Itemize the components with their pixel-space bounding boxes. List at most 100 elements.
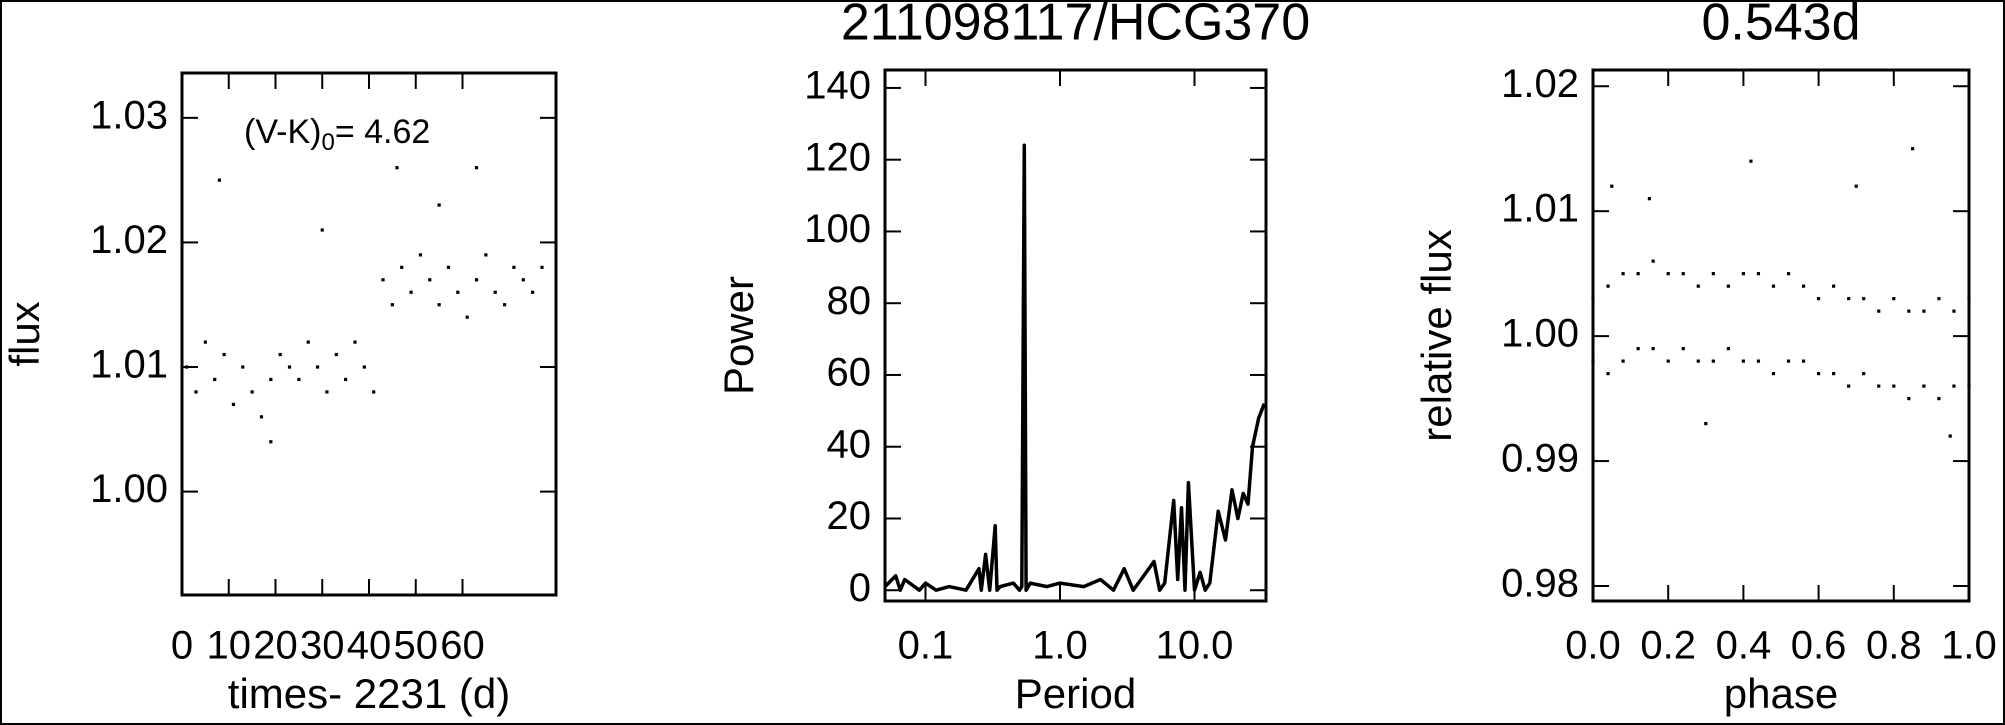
data-point — [1847, 384, 1851, 388]
data-point — [1967, 297, 1971, 301]
data-point — [1877, 384, 1881, 388]
y-tick-label: 1.03 — [90, 93, 168, 137]
x-tick-label: 0.6 — [1791, 624, 1847, 668]
data-point — [287, 365, 292, 369]
data-point — [1591, 359, 1595, 363]
data-point — [1606, 372, 1610, 376]
data-point — [512, 265, 516, 269]
data-point — [241, 365, 245, 369]
data-point — [1771, 284, 1776, 288]
data-point — [1892, 297, 1896, 301]
data-point — [456, 290, 460, 294]
x-tick-label: 0 — [171, 624, 193, 668]
data-point — [395, 166, 399, 170]
data-point — [306, 340, 310, 344]
data-point — [1741, 359, 1745, 363]
data-point — [428, 278, 432, 282]
y-axis-label: relative flux — [1413, 229, 1460, 441]
data-point — [1696, 284, 1700, 288]
panel-title: 211098117/HCG370 — [841, 0, 1310, 52]
data-point — [1651, 347, 1655, 351]
panel-title: 0.543d — [1701, 0, 1860, 52]
data-point — [1847, 297, 1851, 301]
y-tick-label: 1.01 — [1501, 187, 1579, 231]
data-point — [1666, 272, 1670, 276]
data-point — [493, 290, 497, 294]
x-tick-label: 0.8 — [1866, 624, 1922, 668]
data-point — [222, 352, 226, 357]
data-point — [1741, 272, 1745, 276]
x-tick-label: 0.1 — [898, 624, 954, 668]
data-point — [1621, 359, 1625, 363]
data-point — [1922, 309, 1926, 313]
data-point — [418, 253, 423, 257]
y-tick-label: 0.99 — [1501, 437, 1579, 481]
x-tick-label: 1.0 — [1032, 624, 1088, 668]
data-point — [1817, 297, 1821, 301]
y-tick-label: 100 — [804, 207, 871, 251]
data-point — [1911, 147, 1915, 151]
data-point — [400, 265, 404, 269]
y-tick-label: 0.98 — [1501, 562, 1579, 606]
data-point — [521, 278, 525, 282]
data-point — [250, 390, 254, 394]
y-tick-label: 40 — [827, 422, 872, 466]
data-point — [1907, 396, 1911, 401]
data-point — [1937, 297, 1941, 301]
data-point — [1922, 384, 1926, 388]
x-axis-label: times- 2231 (d) — [228, 670, 510, 717]
y-tick-label: 0 — [849, 566, 871, 610]
data-point — [1636, 347, 1640, 351]
annotation-text: (V-K) — [244, 113, 321, 151]
data-point — [1681, 347, 1685, 351]
data-point — [353, 340, 357, 344]
x-axis-label: phase — [1724, 670, 1838, 717]
x-tick-label: 50 — [394, 624, 439, 668]
x-axis-label: Period — [1015, 670, 1136, 717]
y-tick-label: 140 — [804, 64, 871, 108]
data-point — [185, 365, 189, 369]
data-point — [1937, 396, 1941, 401]
data-point — [1786, 272, 1791, 276]
y-axis-label: Power — [715, 276, 762, 395]
data-point — [1726, 284, 1730, 288]
power-line — [883, 143, 1266, 592]
data-point — [194, 390, 198, 394]
data-point — [1801, 284, 1806, 288]
x-tick-label: 10.0 — [1156, 624, 1234, 668]
y-tick-label: 1.00 — [1501, 312, 1579, 356]
annotation-subscript: 0 — [321, 129, 334, 156]
x-tick-label: 20 — [253, 624, 298, 668]
y-tick-label: 60 — [827, 351, 872, 395]
data-point — [1771, 372, 1776, 376]
data-point — [484, 253, 488, 257]
data-point — [474, 278, 479, 282]
data-point — [1666, 359, 1670, 363]
data-point — [1647, 197, 1651, 201]
data-point — [437, 203, 441, 207]
y-tick-label: 1.02 — [1501, 62, 1579, 106]
data-point — [1681, 272, 1685, 276]
data-point — [320, 228, 324, 232]
data-point — [446, 265, 451, 269]
data-point — [217, 178, 221, 182]
x-tick-label: 40 — [347, 624, 392, 668]
data-point — [1621, 272, 1625, 276]
data-point — [390, 303, 394, 307]
data-point — [372, 390, 376, 394]
data-point — [1907, 309, 1911, 313]
y-tick-label: 120 — [804, 135, 871, 179]
data-point — [381, 278, 385, 282]
y-tick-label: 1.02 — [90, 218, 168, 262]
data-point — [1704, 421, 1708, 426]
data-point — [1726, 347, 1730, 351]
data-point — [437, 303, 441, 307]
y-tick-label: 20 — [827, 494, 872, 538]
data-point — [531, 290, 535, 294]
data-point — [1786, 359, 1791, 363]
y-axis-label: flux — [1, 301, 48, 366]
x-tick-label: 0.4 — [1716, 624, 1772, 668]
y-tick-label: 1.00 — [90, 467, 168, 511]
